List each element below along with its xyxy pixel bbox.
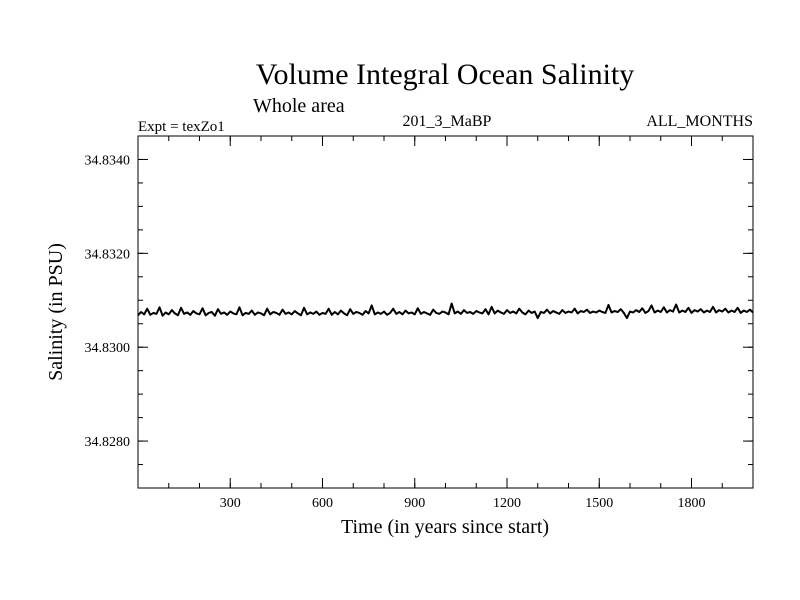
- salinity-series-line: [137, 302, 754, 320]
- x-tick-label: 1200: [493, 496, 521, 511]
- chart-subtitle: Whole area: [253, 95, 345, 117]
- x-axis-label: Time (in years since start): [341, 516, 549, 538]
- x-tick-label: 1800: [678, 496, 706, 511]
- y-tick-label: 34.8320: [85, 247, 131, 262]
- months-label: ALL_MONTHS: [646, 113, 753, 130]
- run-label: 201_3_MaBP: [403, 113, 492, 130]
- x-tick-label: 900: [404, 496, 425, 511]
- x-axis: 300 600 900 1200 1500 1800: [168, 136, 723, 511]
- x-tick-label: 300: [220, 496, 241, 511]
- chart-title: Volume Integral Ocean Salinity: [256, 58, 635, 91]
- y-axis-label: Salinity (in PSU): [45, 243, 67, 381]
- y-tick-label: 34.8280: [85, 435, 131, 450]
- experiment-label: Expt = texZo1: [138, 119, 225, 135]
- y-axis: 34.8280 34.8300 34.8320 34.8340: [85, 135, 753, 489]
- y-tick-label: 34.8340: [85, 153, 131, 168]
- x-tick-label: 1500: [585, 496, 613, 511]
- x-tick-label: 600: [312, 496, 333, 511]
- y-tick-label: 34.8300: [85, 341, 131, 356]
